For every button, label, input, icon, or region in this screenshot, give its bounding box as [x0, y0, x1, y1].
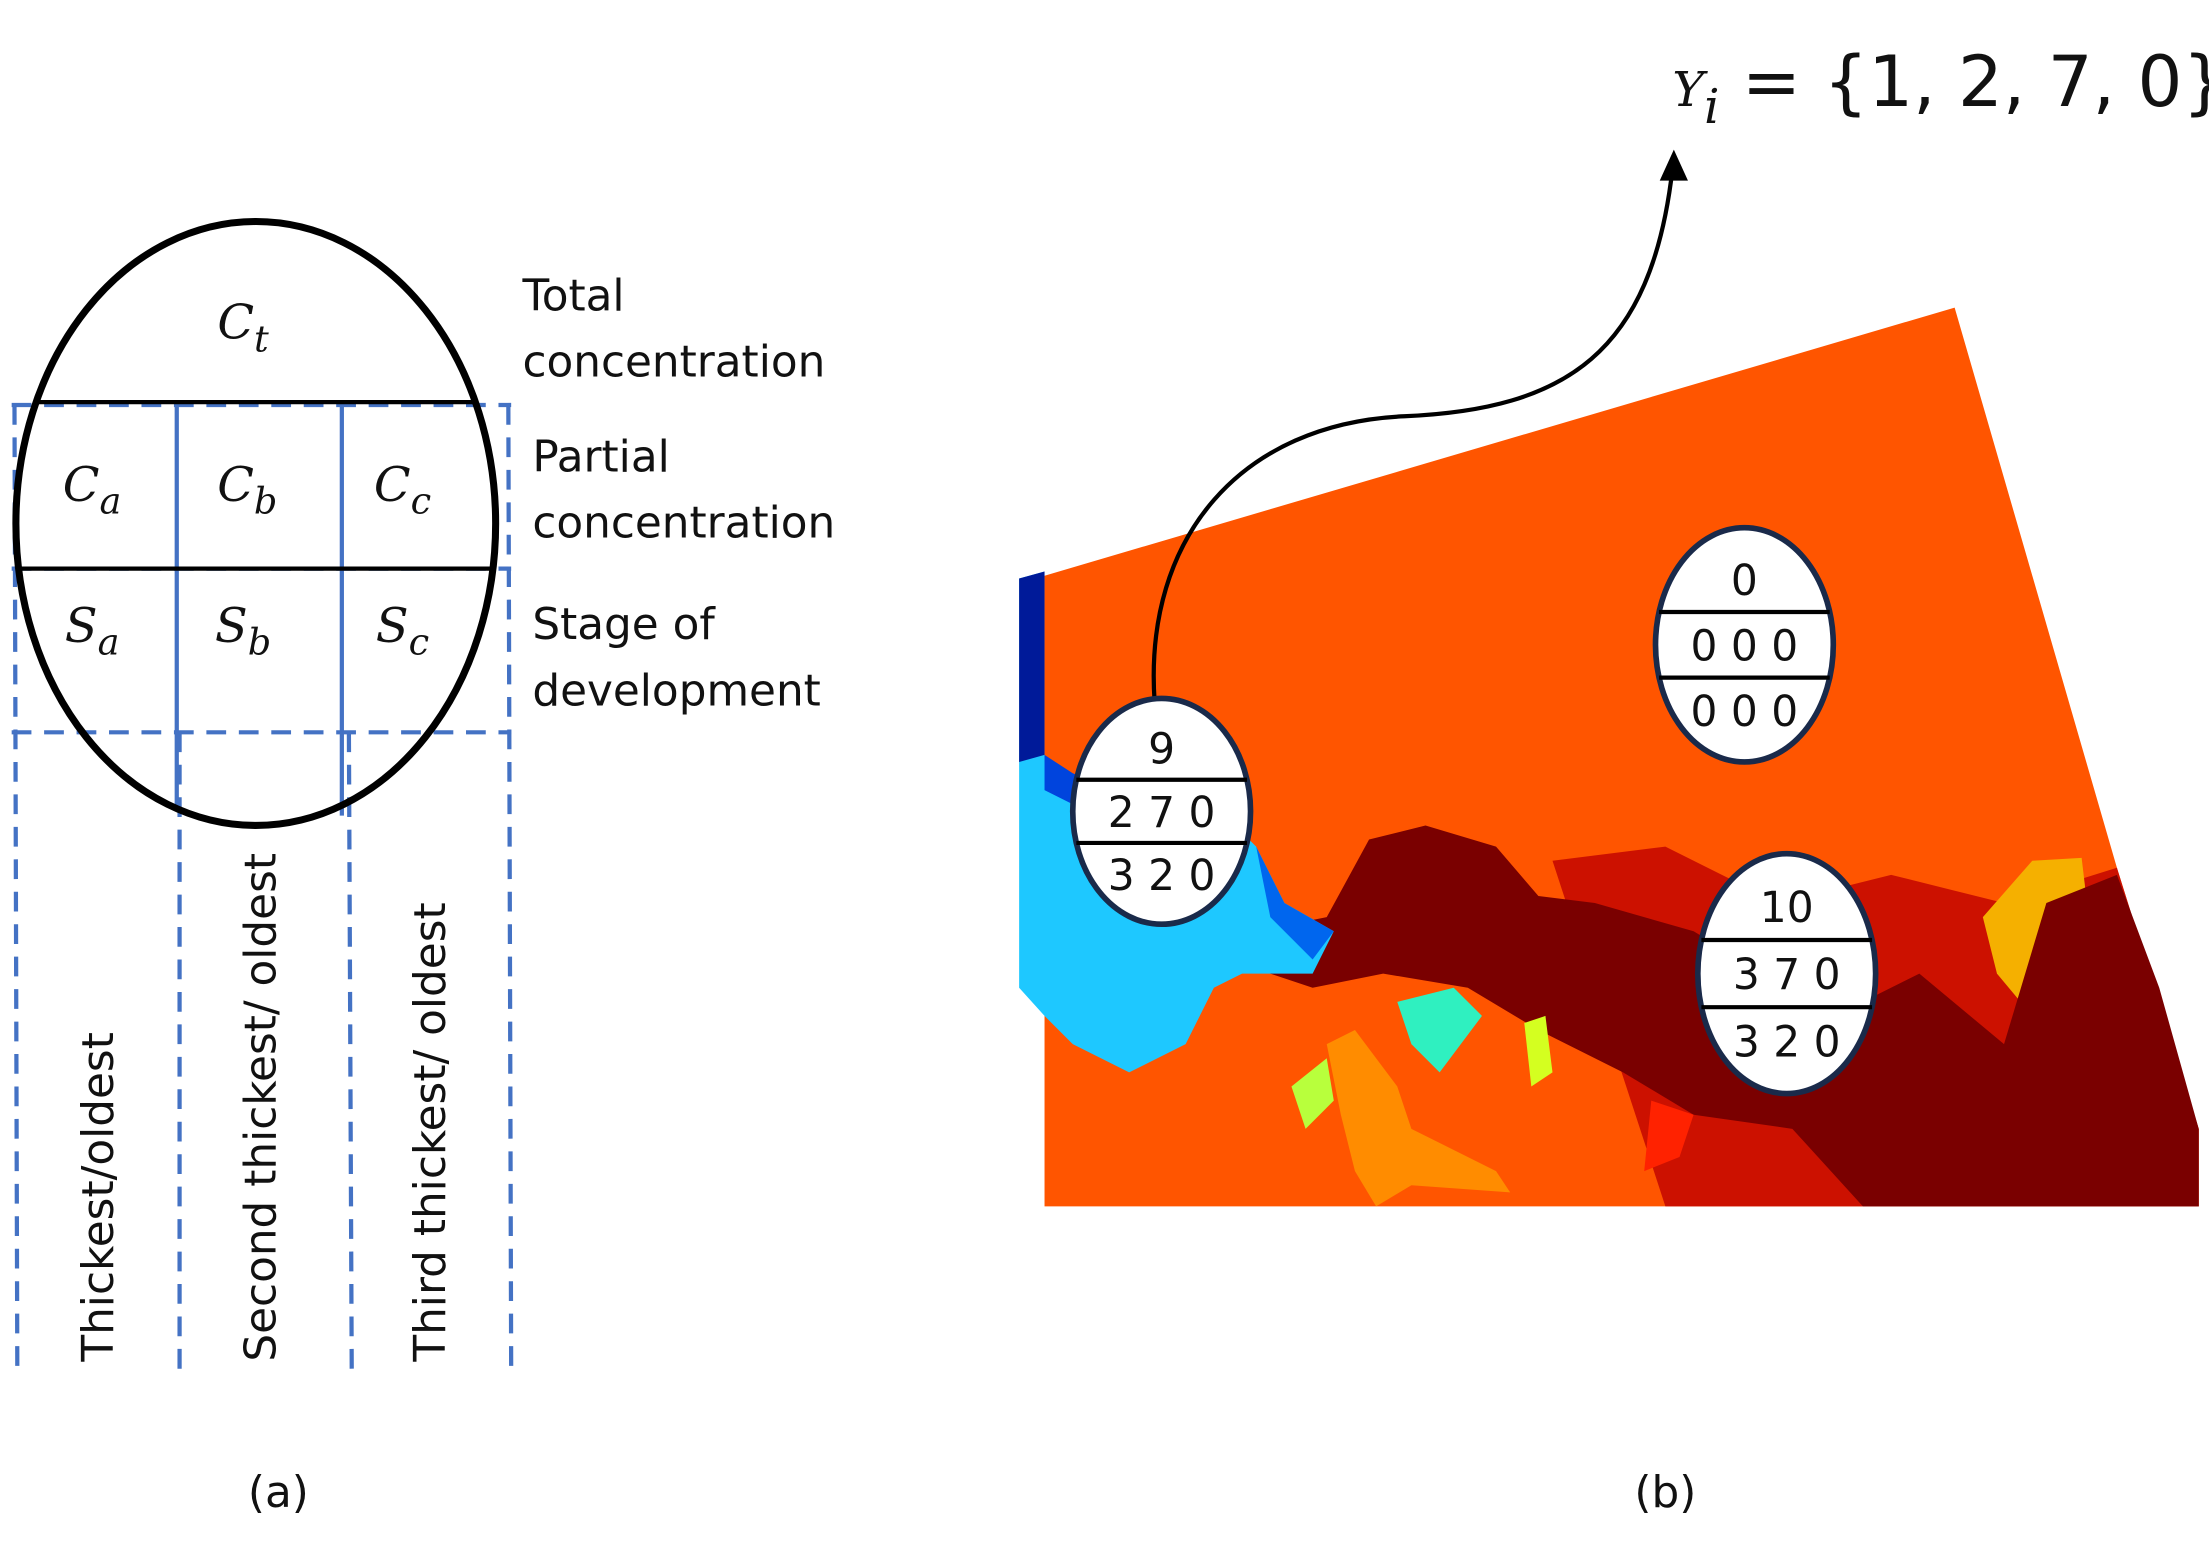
- column-label: Third thickest/ oldest: [405, 902, 456, 1362]
- formula-rest: = {1, 2, 7, 0}: [1719, 41, 2209, 123]
- egg-symbol: Cc: [374, 457, 431, 523]
- egg-code: [1069, 695, 1254, 928]
- column-label: Second thickest/ oldest: [236, 853, 287, 1362]
- row-label: concentration: [522, 337, 825, 388]
- egg-value: 0 0 0: [1691, 621, 1799, 670]
- symbol-sub: a: [98, 621, 120, 664]
- egg-value: 2 7 0: [1108, 788, 1216, 837]
- arrow: [1151, 169, 1675, 702]
- egg-value: 0: [1731, 556, 1758, 605]
- column-label: Thickest/oldest: [73, 1032, 124, 1362]
- egg-value: 3 2 0: [1733, 1017, 1841, 1066]
- egg-symbol: Cb: [217, 457, 277, 523]
- symbol-sub: b: [248, 621, 271, 664]
- egg-value: 9: [1148, 725, 1175, 774]
- inner-lines: [174, 404, 344, 816]
- row-label: Total: [521, 270, 624, 321]
- formula: Yi = {1, 2, 7, 0}: [1672, 41, 2209, 135]
- row-label: development: [532, 666, 821, 717]
- symbol-base: C: [217, 295, 254, 351]
- row-label: concentration: [532, 498, 835, 549]
- symbol-base: C: [63, 457, 100, 513]
- caption: (a): [248, 1467, 309, 1518]
- row-label: Partial: [532, 431, 669, 482]
- egg-symbol: Sc: [376, 598, 429, 664]
- egg-value: 3 7 0: [1733, 950, 1841, 999]
- egg-symbol: Sb: [215, 598, 271, 664]
- arrow-head: [1659, 149, 1688, 181]
- symbol-base: S: [65, 598, 98, 654]
- symbol-sub: b: [254, 480, 277, 523]
- egg-value: 10: [1760, 883, 1814, 932]
- symbol-sub: a: [100, 480, 122, 523]
- egg-value: 3 2 0: [1108, 851, 1216, 900]
- egg-code: [1652, 524, 1837, 765]
- egg-value: 0 0 0: [1691, 687, 1799, 736]
- egg-code: [1695, 850, 1879, 1097]
- symbol-sub: c: [409, 621, 430, 664]
- symbol-base: S: [215, 598, 248, 654]
- symbol-sub: c: [411, 480, 432, 523]
- symbol-base: S: [376, 598, 409, 654]
- symbol-base: C: [217, 457, 254, 513]
- egg-symbol: Ct: [217, 295, 269, 361]
- symbol-base: C: [374, 457, 411, 513]
- formula-base: Y: [1672, 62, 1708, 118]
- caption: (b): [1634, 1467, 1696, 1518]
- egg-symbol: Sa: [65, 598, 120, 664]
- symbol-sub: t: [254, 317, 269, 360]
- egg-symbol: Ca: [63, 457, 122, 523]
- formula-sub: i: [1704, 79, 1719, 135]
- row-label: Stage of: [532, 599, 716, 650]
- egg-oval: [12, 218, 500, 829]
